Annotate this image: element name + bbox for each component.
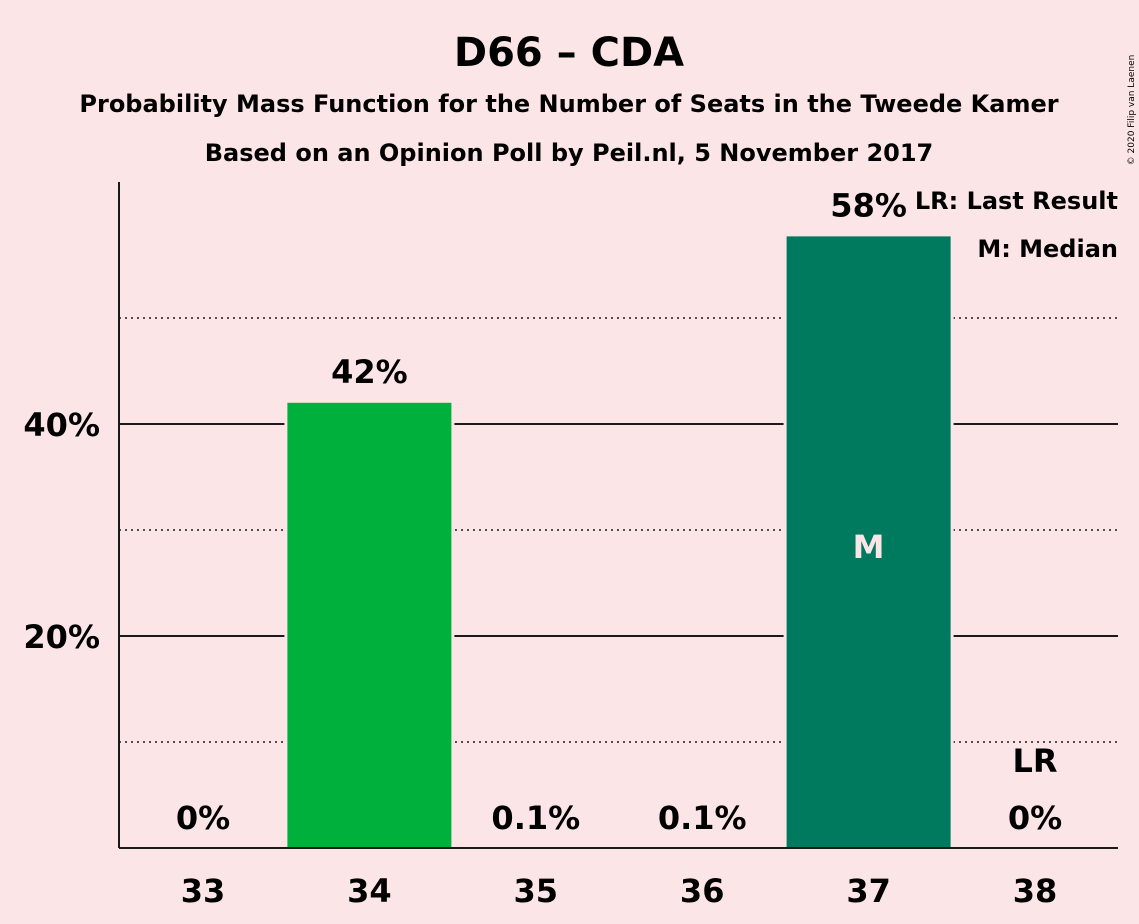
copyright-note: © 2020 Filip van Laenen xyxy=(1127,55,1137,166)
bar-labels: 0% 42% 0.1% 0.1% 58% 0% M LR xyxy=(176,186,1062,837)
bar-value-label: 58% xyxy=(830,186,907,224)
y-tick-label: 20% xyxy=(23,618,100,656)
x-tick-label: 33 xyxy=(181,872,226,910)
bar-value-label: 0.1% xyxy=(491,799,580,837)
bar-37 xyxy=(786,236,951,848)
x-tick-label: 36 xyxy=(680,872,725,910)
x-tick-label: 34 xyxy=(347,872,392,910)
x-tick-label: 35 xyxy=(514,872,559,910)
last-result-marker: LR xyxy=(1012,742,1057,780)
chart-title: D66 – CDA xyxy=(454,30,684,76)
x-tick-label: 37 xyxy=(846,872,891,910)
legend-last-result: LR: Last Result xyxy=(915,187,1118,215)
gridlines xyxy=(119,317,1118,743)
y-axis-ticks: 20% 40% xyxy=(23,406,100,656)
bar-value-label: 0% xyxy=(1008,799,1062,837)
bar-value-label: 0.1% xyxy=(658,799,747,837)
x-axis-ticks: 33 34 35 36 37 38 xyxy=(181,872,1058,910)
chart-subtitle-2: Based on an Opinion Poll by Peil.nl, 5 N… xyxy=(205,139,934,167)
y-tick-label: 40% xyxy=(23,406,100,444)
bars xyxy=(284,233,954,848)
chart-subtitle: Probability Mass Function for the Number… xyxy=(79,90,1058,118)
bar-34 xyxy=(287,402,452,848)
bar-value-label: 42% xyxy=(331,353,408,391)
x-tick-label: 38 xyxy=(1013,872,1058,910)
bar-value-label: 0% xyxy=(176,799,230,837)
legend-median: M: Median xyxy=(977,235,1118,263)
median-marker: M xyxy=(853,528,885,566)
